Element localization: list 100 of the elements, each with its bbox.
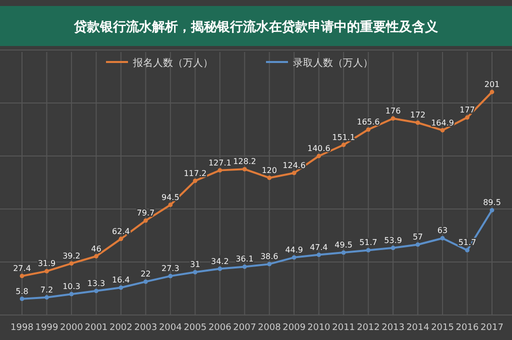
x-tick-label: 2006	[208, 323, 232, 333]
point	[94, 288, 98, 294]
point	[69, 292, 74, 296]
x-tick-label: 1998	[10, 323, 34, 333]
data-label: 127.1	[208, 158, 232, 168]
data-label: 79.7	[136, 208, 155, 218]
point	[192, 270, 198, 274]
data-label: 140.6	[307, 144, 330, 154]
data-label: 53.9	[384, 236, 402, 245]
point	[292, 255, 296, 260]
point	[341, 142, 346, 148]
point	[267, 262, 272, 266]
point	[69, 261, 74, 266]
point	[218, 266, 222, 271]
point	[94, 254, 98, 258]
point	[218, 168, 222, 173]
data-label: 5.8	[16, 286, 28, 296]
point	[316, 252, 322, 257]
data-label: 47.4	[310, 242, 328, 252]
data-label: 39.2	[62, 251, 80, 260]
point	[118, 285, 124, 290]
data-label: 57	[412, 232, 423, 242]
point	[44, 268, 49, 274]
data-label: 31	[190, 260, 200, 270]
data-label: 38.6	[260, 252, 278, 262]
data-label: 16.4	[112, 276, 130, 285]
data-label: 46	[91, 244, 102, 254]
x-tick-label: 2008	[258, 323, 282, 333]
point	[242, 166, 247, 172]
point	[416, 120, 420, 125]
x-tick-label: 2002	[109, 323, 132, 333]
x-tick-label: 2010	[307, 323, 331, 333]
point	[267, 176, 272, 180]
point	[440, 128, 445, 132]
data-label: 128.2	[233, 157, 256, 166]
point	[292, 170, 296, 176]
chart-title: 贷款银行流水解析，揭秘银行流水在贷款申请中的重要性及含义	[73, 19, 439, 35]
point	[490, 90, 494, 94]
data-label: 201	[484, 80, 500, 89]
data-label: 22	[140, 270, 151, 279]
point	[242, 264, 247, 269]
x-tick-label: 2000	[60, 323, 84, 333]
point	[465, 248, 470, 252]
point	[118, 236, 124, 242]
point	[20, 274, 24, 278]
x-tick-label: 2004	[158, 323, 182, 333]
legend-label: 录取人数（万人）	[293, 58, 373, 69]
point	[192, 178, 198, 184]
data-label: 62.4	[112, 226, 130, 236]
data-label: 34.2	[210, 256, 229, 266]
x-tick-label: 2009	[282, 323, 306, 333]
x-tick-label: 2016	[456, 323, 479, 333]
point	[440, 236, 445, 240]
data-label: 31.9	[38, 259, 56, 268]
x-tick-label: 2007	[233, 323, 256, 333]
data-label: 44.9	[285, 245, 304, 254]
point	[44, 295, 49, 300]
point	[390, 246, 396, 250]
data-label: 51.7	[359, 238, 378, 248]
point	[168, 274, 173, 278]
data-label: 10.3	[62, 282, 80, 292]
x-tick-label: 1999	[35, 323, 58, 333]
point	[366, 127, 371, 132]
point	[316, 154, 322, 158]
data-label: 151.1	[332, 132, 356, 142]
legend-label: 报名人数（万人）	[132, 57, 213, 69]
point	[20, 296, 24, 302]
data-label: 124.6	[282, 160, 306, 170]
x-tick-label: 2003	[134, 323, 158, 333]
data-label: 164.9	[431, 118, 454, 128]
point	[168, 202, 173, 208]
point	[341, 250, 346, 255]
data-label: 36.1	[236, 254, 254, 264]
point	[465, 115, 470, 120]
data-label: 13.3	[87, 278, 106, 288]
data-label: 27.4	[13, 264, 31, 273]
data-label: 7.2	[40, 285, 54, 294]
x-tick-label: 2001	[84, 323, 108, 333]
point	[390, 116, 396, 121]
point	[143, 279, 148, 284]
data-label: 165.6	[356, 118, 380, 127]
point	[490, 208, 494, 212]
x-tick-label: 2015	[431, 323, 454, 333]
data-label: 89.5	[483, 198, 501, 208]
data-label: 120	[262, 166, 278, 175]
point	[143, 218, 148, 223]
x-tick-label: 2014	[406, 323, 430, 333]
point	[366, 248, 371, 252]
data-label: 27.3	[162, 264, 180, 274]
data-label: 172	[410, 110, 426, 120]
x-tick-label: 2013	[382, 323, 405, 333]
data-label: 63	[437, 226, 448, 236]
x-tick-label: 2012	[356, 323, 380, 333]
x-tick-label: 2011	[332, 323, 356, 333]
data-label: 177	[460, 105, 475, 114]
point	[416, 242, 420, 247]
x-tick-label: 2005	[184, 323, 207, 333]
data-label: 176	[385, 106, 401, 116]
data-label: 117.2	[184, 168, 207, 178]
x-tick-label: 2017	[480, 323, 504, 333]
